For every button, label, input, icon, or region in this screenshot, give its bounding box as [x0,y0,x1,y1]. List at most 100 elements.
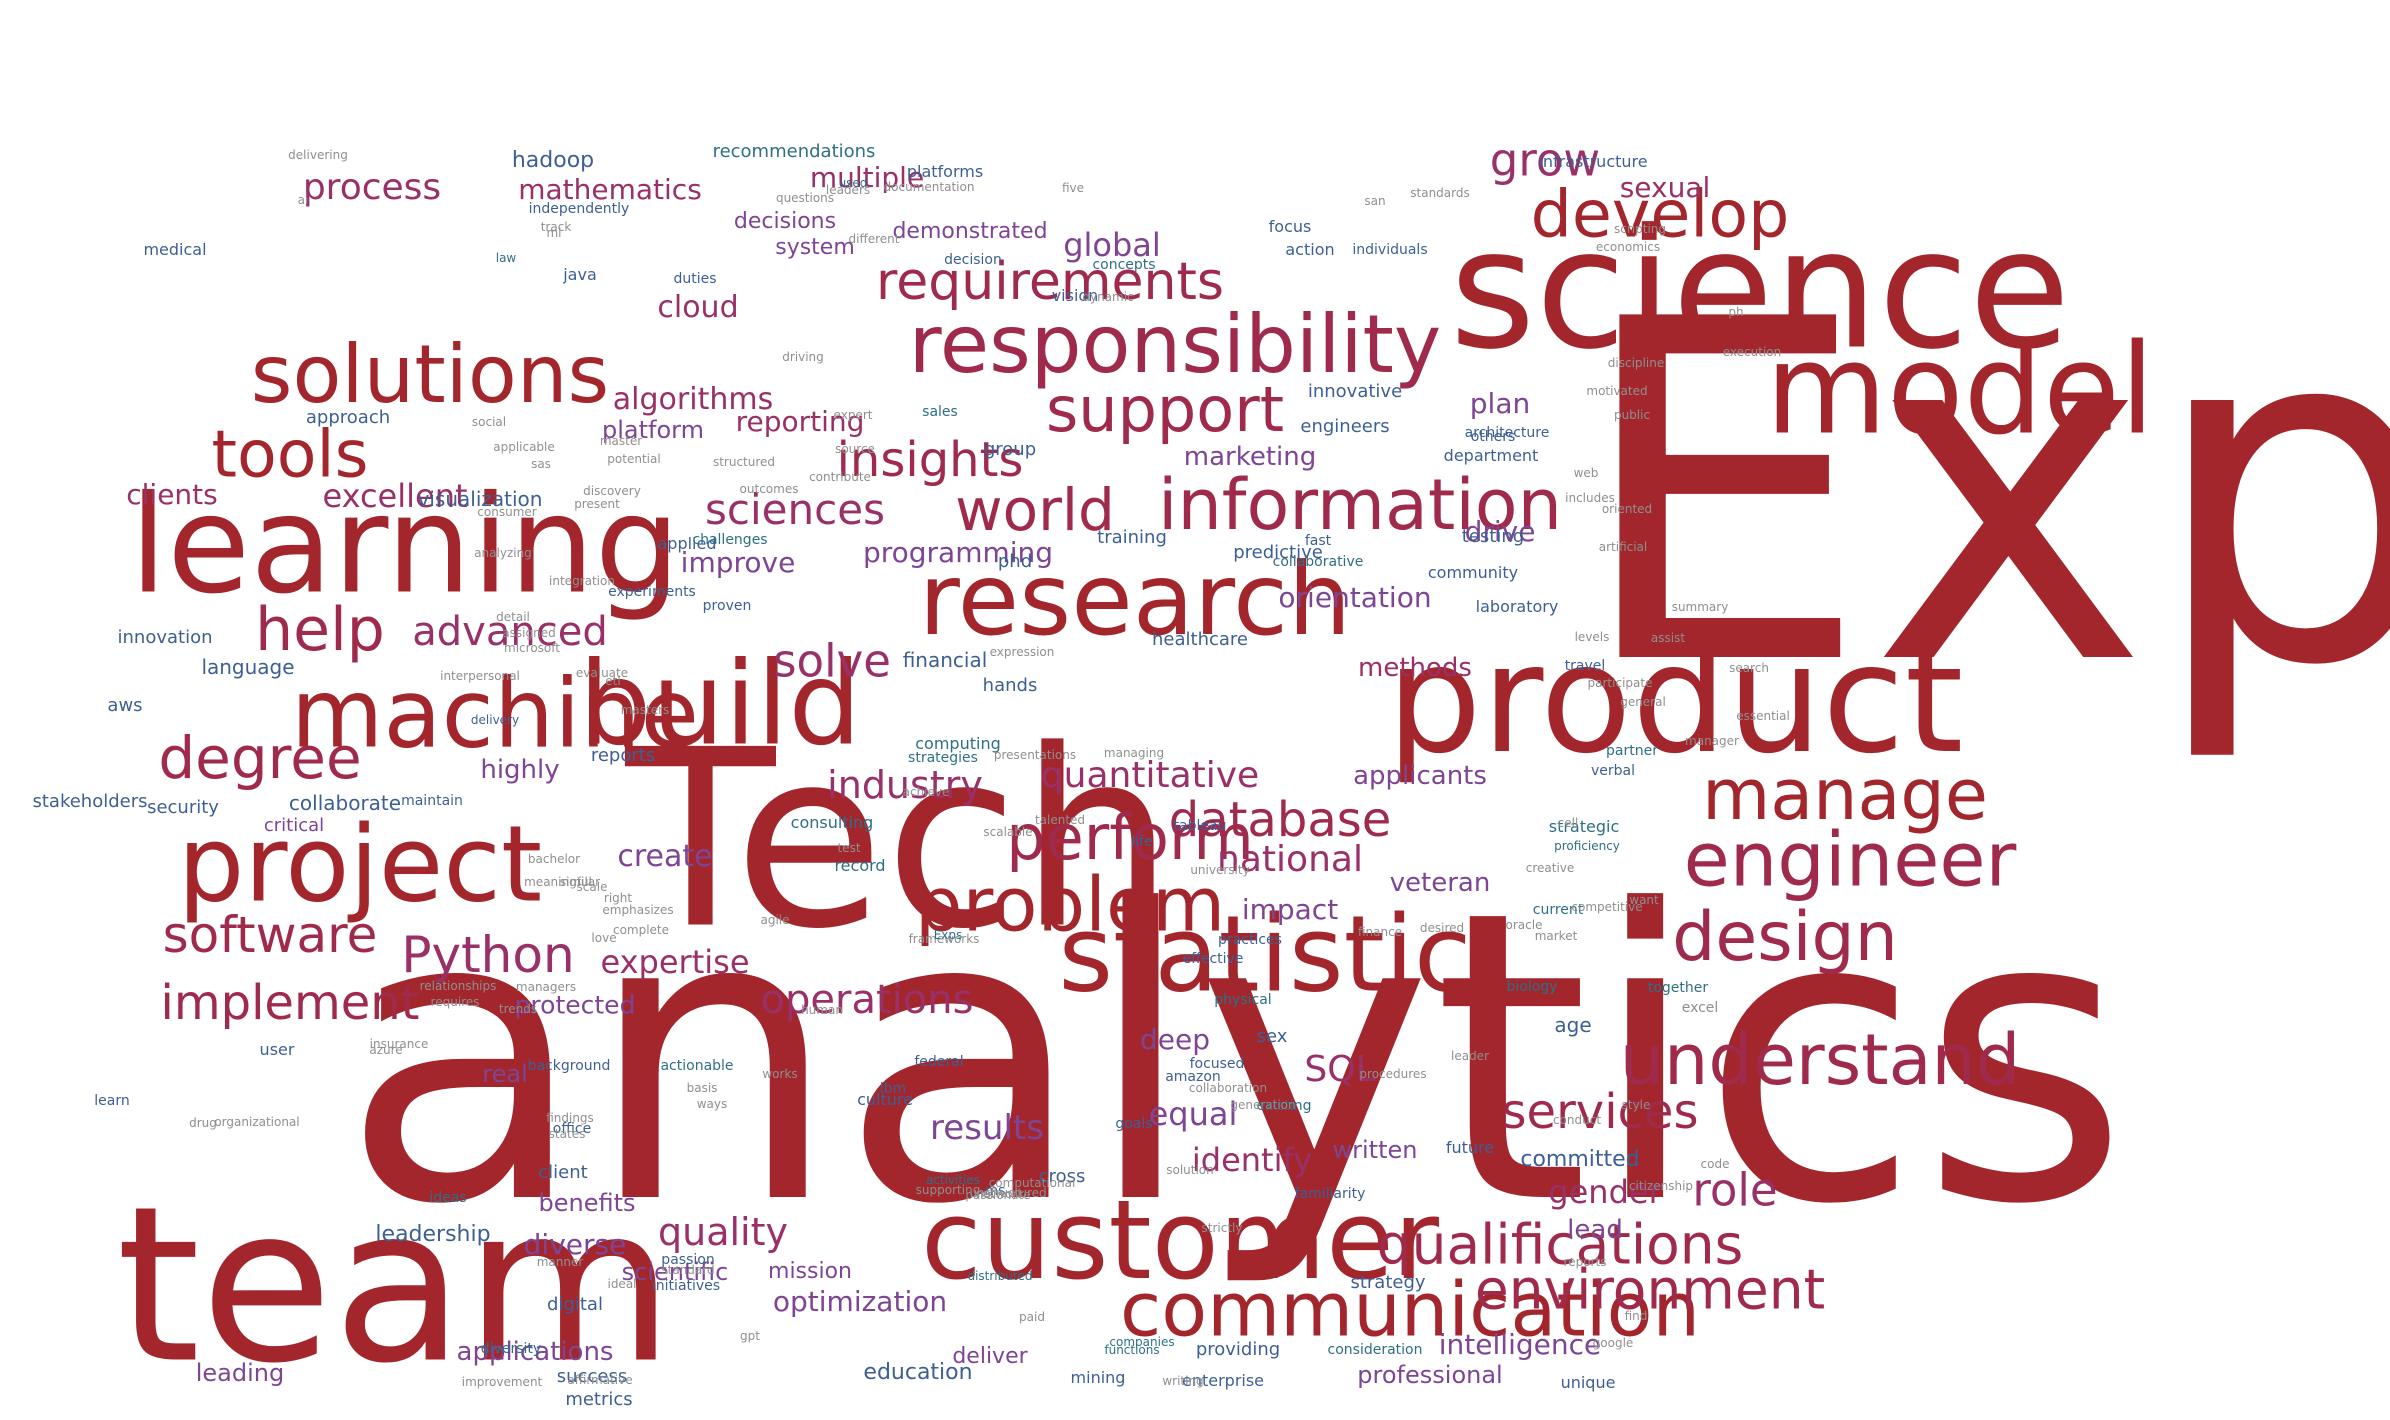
word-love: love [591,931,617,945]
word-current: current [1532,902,1584,918]
word-interpersonal: interpersonal [440,669,520,683]
word-code: code [1700,1157,1730,1171]
word-travel: travel [1564,658,1606,674]
word-national: national [1217,839,1363,880]
word-oracle: oracle [1505,918,1543,932]
word-dynamic: dynamic [1082,290,1134,304]
word-solution: solution [1166,1163,1214,1177]
word-collaborative: collaborative [1272,554,1364,570]
word-desired: desired [1419,921,1465,935]
word-talented: talented [1034,813,1086,827]
word-individuals: individuals [1352,242,1428,258]
word-competitive: competitive [1571,900,1643,914]
word-citizenship: citizenship [1628,1179,1694,1193]
word-impact: impact [1241,893,1339,926]
word-bachelor: bachelor [527,852,581,866]
word-identify: identify [1191,1141,1313,1179]
word-scale: scale [576,880,608,894]
word-insights: insights [836,432,1024,488]
word-managing: managing [1103,746,1165,760]
word-oriented: oriented [1601,502,1653,516]
word-support: support [1045,373,1285,446]
word-levels: levels [1574,630,1610,644]
word-finance: finance [1357,925,1403,939]
word-culture: culture [857,1090,913,1109]
word-organizational: organizational [214,1115,300,1129]
word-sql: SQL [1304,1049,1376,1090]
word-perform: perform [1006,801,1254,874]
word-sex: sex [1256,1026,1288,1047]
word-expertise: expertise [600,943,750,981]
word-microsoft: microsoft [504,641,560,655]
word-trends: trends [498,1002,538,1016]
word-veteran: veteran [1389,868,1491,898]
word-familiarity: familiarity [1294,1186,1366,1202]
word-benefits: benefits [538,1189,636,1217]
word-collaboration: collaboration [1188,1081,1268,1095]
word-detail: detail [496,610,530,624]
word-basis: basis [686,1081,718,1095]
word-equal: equal [1148,1095,1238,1133]
word-social: social [471,415,507,429]
word-improve: improve [680,546,796,579]
word-life: life [1131,834,1153,850]
word-participate: participate [1587,676,1653,690]
word-scalable: scalable [983,825,1033,839]
word-decisions: decisions [733,209,837,234]
word-findings: findings [546,1111,594,1125]
word-grow: grow [1489,133,1601,187]
word-protected: protected [514,990,636,1020]
word-present: present [574,497,620,511]
word-providing: providing [1195,1339,1281,1360]
word-driving: driving [782,350,824,364]
word-hands: hands [982,675,1038,696]
word-enterprise: enterprise [1181,1371,1265,1390]
word-learning: learning [129,466,681,624]
word-machine: machine [290,659,700,770]
word-proven: proven [702,598,752,614]
word-aws: aws [107,695,143,716]
word-problem: problem [914,860,1226,949]
word-vision: vision [1051,286,1099,305]
word-documentation: documentation [883,180,975,194]
word-group: group [983,439,1037,460]
word-analyzing: analyzing [474,546,532,560]
word-collaborate: collaborate [288,791,402,815]
word-source: source [835,442,875,456]
word-essential: essential [1736,709,1790,723]
word-customer: customer [921,1176,1439,1304]
word-deep: deep [1140,1023,1210,1056]
word-record: record [834,856,886,875]
word-committed: committed [1520,1147,1640,1172]
word-orientation: orientation [1278,581,1432,614]
word-reports: reports [1563,1255,1607,1269]
word-summary: summary [1671,600,1729,614]
word-experiments: experiments [608,584,696,600]
word-etl: etl [605,674,621,688]
word-integration: integration [549,574,615,588]
word-potential: potential [607,452,661,466]
word-focus: focus [1268,217,1312,236]
word-initiatives: initiatives [651,1278,721,1294]
word-style: style [1621,1098,1651,1112]
word-verbal: verbal [1590,763,1636,779]
word-database: database [1168,792,1392,848]
word-healthcare: healthcare [1152,629,1248,650]
word-marketing: marketing [1183,442,1317,472]
word-phd: phd [997,551,1033,572]
word-public: public [1613,408,1651,422]
word-distributed: distributed [967,1269,1033,1283]
word-ms: ms [984,1183,1006,1199]
word-google: google [1592,1336,1634,1350]
word-multiple: multiple [809,161,925,194]
word-science: science [1449,193,2071,386]
word-research: research [918,541,1352,658]
word-gender: gender [1548,1173,1662,1211]
word-develop: develop [1530,177,1790,253]
word-education: education [863,1360,973,1385]
word-azure: azure [369,1043,403,1057]
word-procedures: procedures [1359,1067,1427,1081]
word-team: team [116,1159,674,1411]
word-expression: expression [989,645,1055,659]
word-writing: writing [1162,1374,1204,1388]
